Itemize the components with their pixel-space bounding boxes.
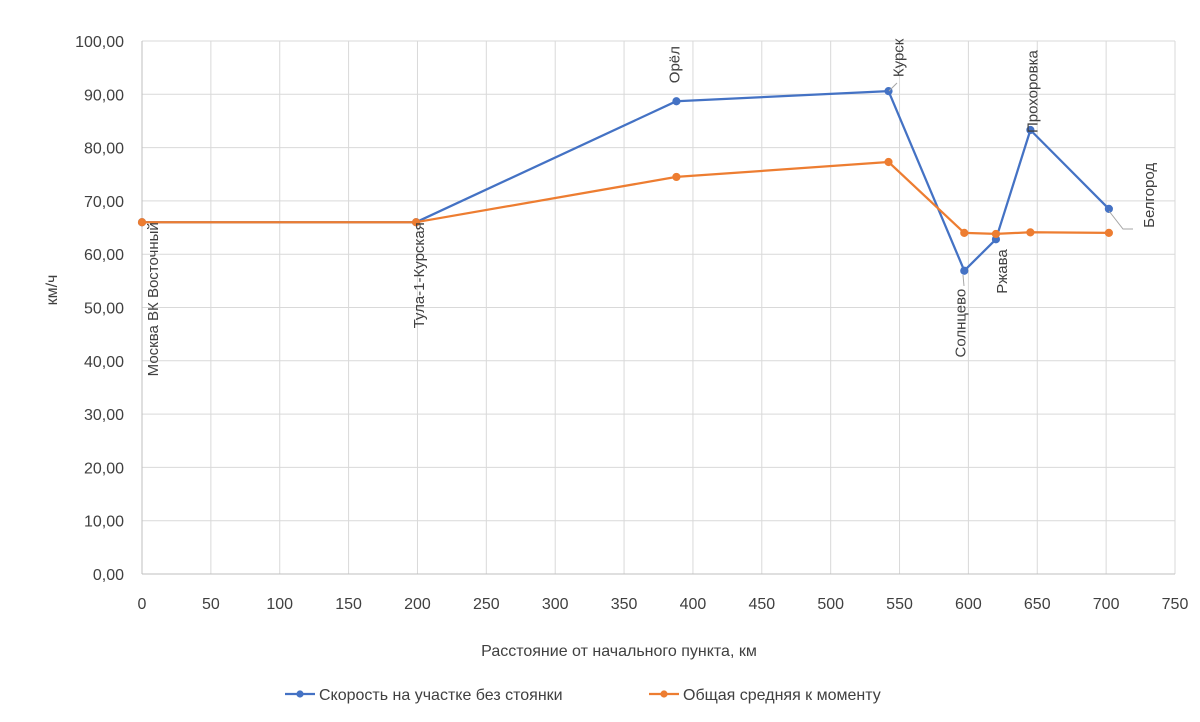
x-tick-label: 550 <box>886 596 913 613</box>
legend-label: Общая средняя к моменту <box>683 687 881 704</box>
series-overall-average-point[interactable] <box>411 218 421 227</box>
y-tick-label: 20,00 <box>84 460 124 477</box>
series-overall-average-point[interactable] <box>1104 228 1113 237</box>
series-lines <box>137 87 1113 275</box>
x-tick-label: 300 <box>542 596 569 613</box>
x-tick-label: 200 <box>404 596 431 613</box>
x-axis-title: Расстояние от начального пункта, км <box>481 643 757 660</box>
series-overall-average-point[interactable] <box>960 228 969 237</box>
y-tick-label: 90,00 <box>84 87 124 104</box>
x-tick-label: 250 <box>473 596 500 613</box>
y-axis-title: км/ч <box>44 275 61 306</box>
legend-marker <box>660 690 668 698</box>
x-tick-label: 700 <box>1093 596 1120 613</box>
y-tick-label: 80,00 <box>84 141 124 158</box>
y-tick-label: 30,00 <box>84 407 124 424</box>
x-tick-label: 100 <box>266 596 293 613</box>
series-speed-segment-point[interactable] <box>1026 125 1035 135</box>
series-overall-average-point[interactable] <box>884 157 893 167</box>
tick-labels: 0,00 10,00 20,00 30,00 40,00 50,00 60,00 70,00 8… <box>75 34 1188 613</box>
legend-item-series-overall-average[interactable]: Общая средняя к моменту <box>649 687 881 704</box>
legend-label: Скорость на участке без стоянки <box>319 687 563 704</box>
x-tick-label: 0 <box>138 596 147 613</box>
y-tick-label: 40,00 <box>84 354 124 371</box>
annotation-leader <box>1108 210 1133 230</box>
y-tick-label: 100,00 <box>75 34 124 51</box>
station-annotations: Москва ВК Восточный Тула-1-Курская Орёл Кур… <box>145 38 1158 376</box>
station-label: Орёл <box>666 46 683 83</box>
series-speed-segment-point[interactable] <box>1104 204 1113 213</box>
series-overall-average-point[interactable] <box>1026 228 1035 237</box>
y-tick-label: 0,00 <box>93 567 124 584</box>
station-label: Курск <box>891 38 908 77</box>
y-tick-label: 70,00 <box>84 194 124 211</box>
series-speed-segment-line <box>142 89 1110 272</box>
series-overall-average-point[interactable] <box>991 229 1001 239</box>
series-overall-average-point[interactable] <box>672 172 681 182</box>
annotation-leader <box>888 82 898 92</box>
x-tick-label: 450 <box>748 596 775 613</box>
x-tick-label: 600 <box>955 596 982 613</box>
legend-item-series-speed-segment[interactable]: Скорость на участке без стоянки <box>285 687 563 704</box>
series-overall-average-line <box>142 160 1109 236</box>
y-tick-label: 50,00 <box>84 301 124 318</box>
x-tick-label: 150 <box>335 596 362 613</box>
x-tick-label: 750 <box>1162 596 1189 613</box>
legend-marker <box>296 690 304 698</box>
station-label: Прохоровка <box>1024 49 1041 133</box>
x-tick-label: 650 <box>1024 596 1051 613</box>
series-speed-segment-point[interactable] <box>960 266 969 275</box>
x-tick-label: 50 <box>202 596 220 613</box>
y-tick-label: 60,00 <box>84 247 124 264</box>
station-label: Москва ВК Восточный <box>145 222 162 376</box>
x-tick-label: 400 <box>680 596 707 613</box>
annotation-leader <box>962 274 965 287</box>
x-tick-label: 500 <box>817 596 844 613</box>
y-tick-label: 10,00 <box>84 514 124 531</box>
x-tick-label: 350 <box>611 596 638 613</box>
station-label: Тула-1-Курская <box>411 222 428 328</box>
station-label: Ржава <box>994 249 1011 294</box>
station-label: Солнцево <box>952 289 969 358</box>
station-label: Белгород <box>1141 163 1158 228</box>
legend[interactable]: Скорость на участке без стоянки Общая сре… <box>285 687 881 704</box>
series-overall-average-point[interactable] <box>137 218 147 227</box>
gridlines <box>142 40 1176 574</box>
series-speed-segment-point[interactable] <box>672 97 681 106</box>
axes <box>141 41 1175 575</box>
